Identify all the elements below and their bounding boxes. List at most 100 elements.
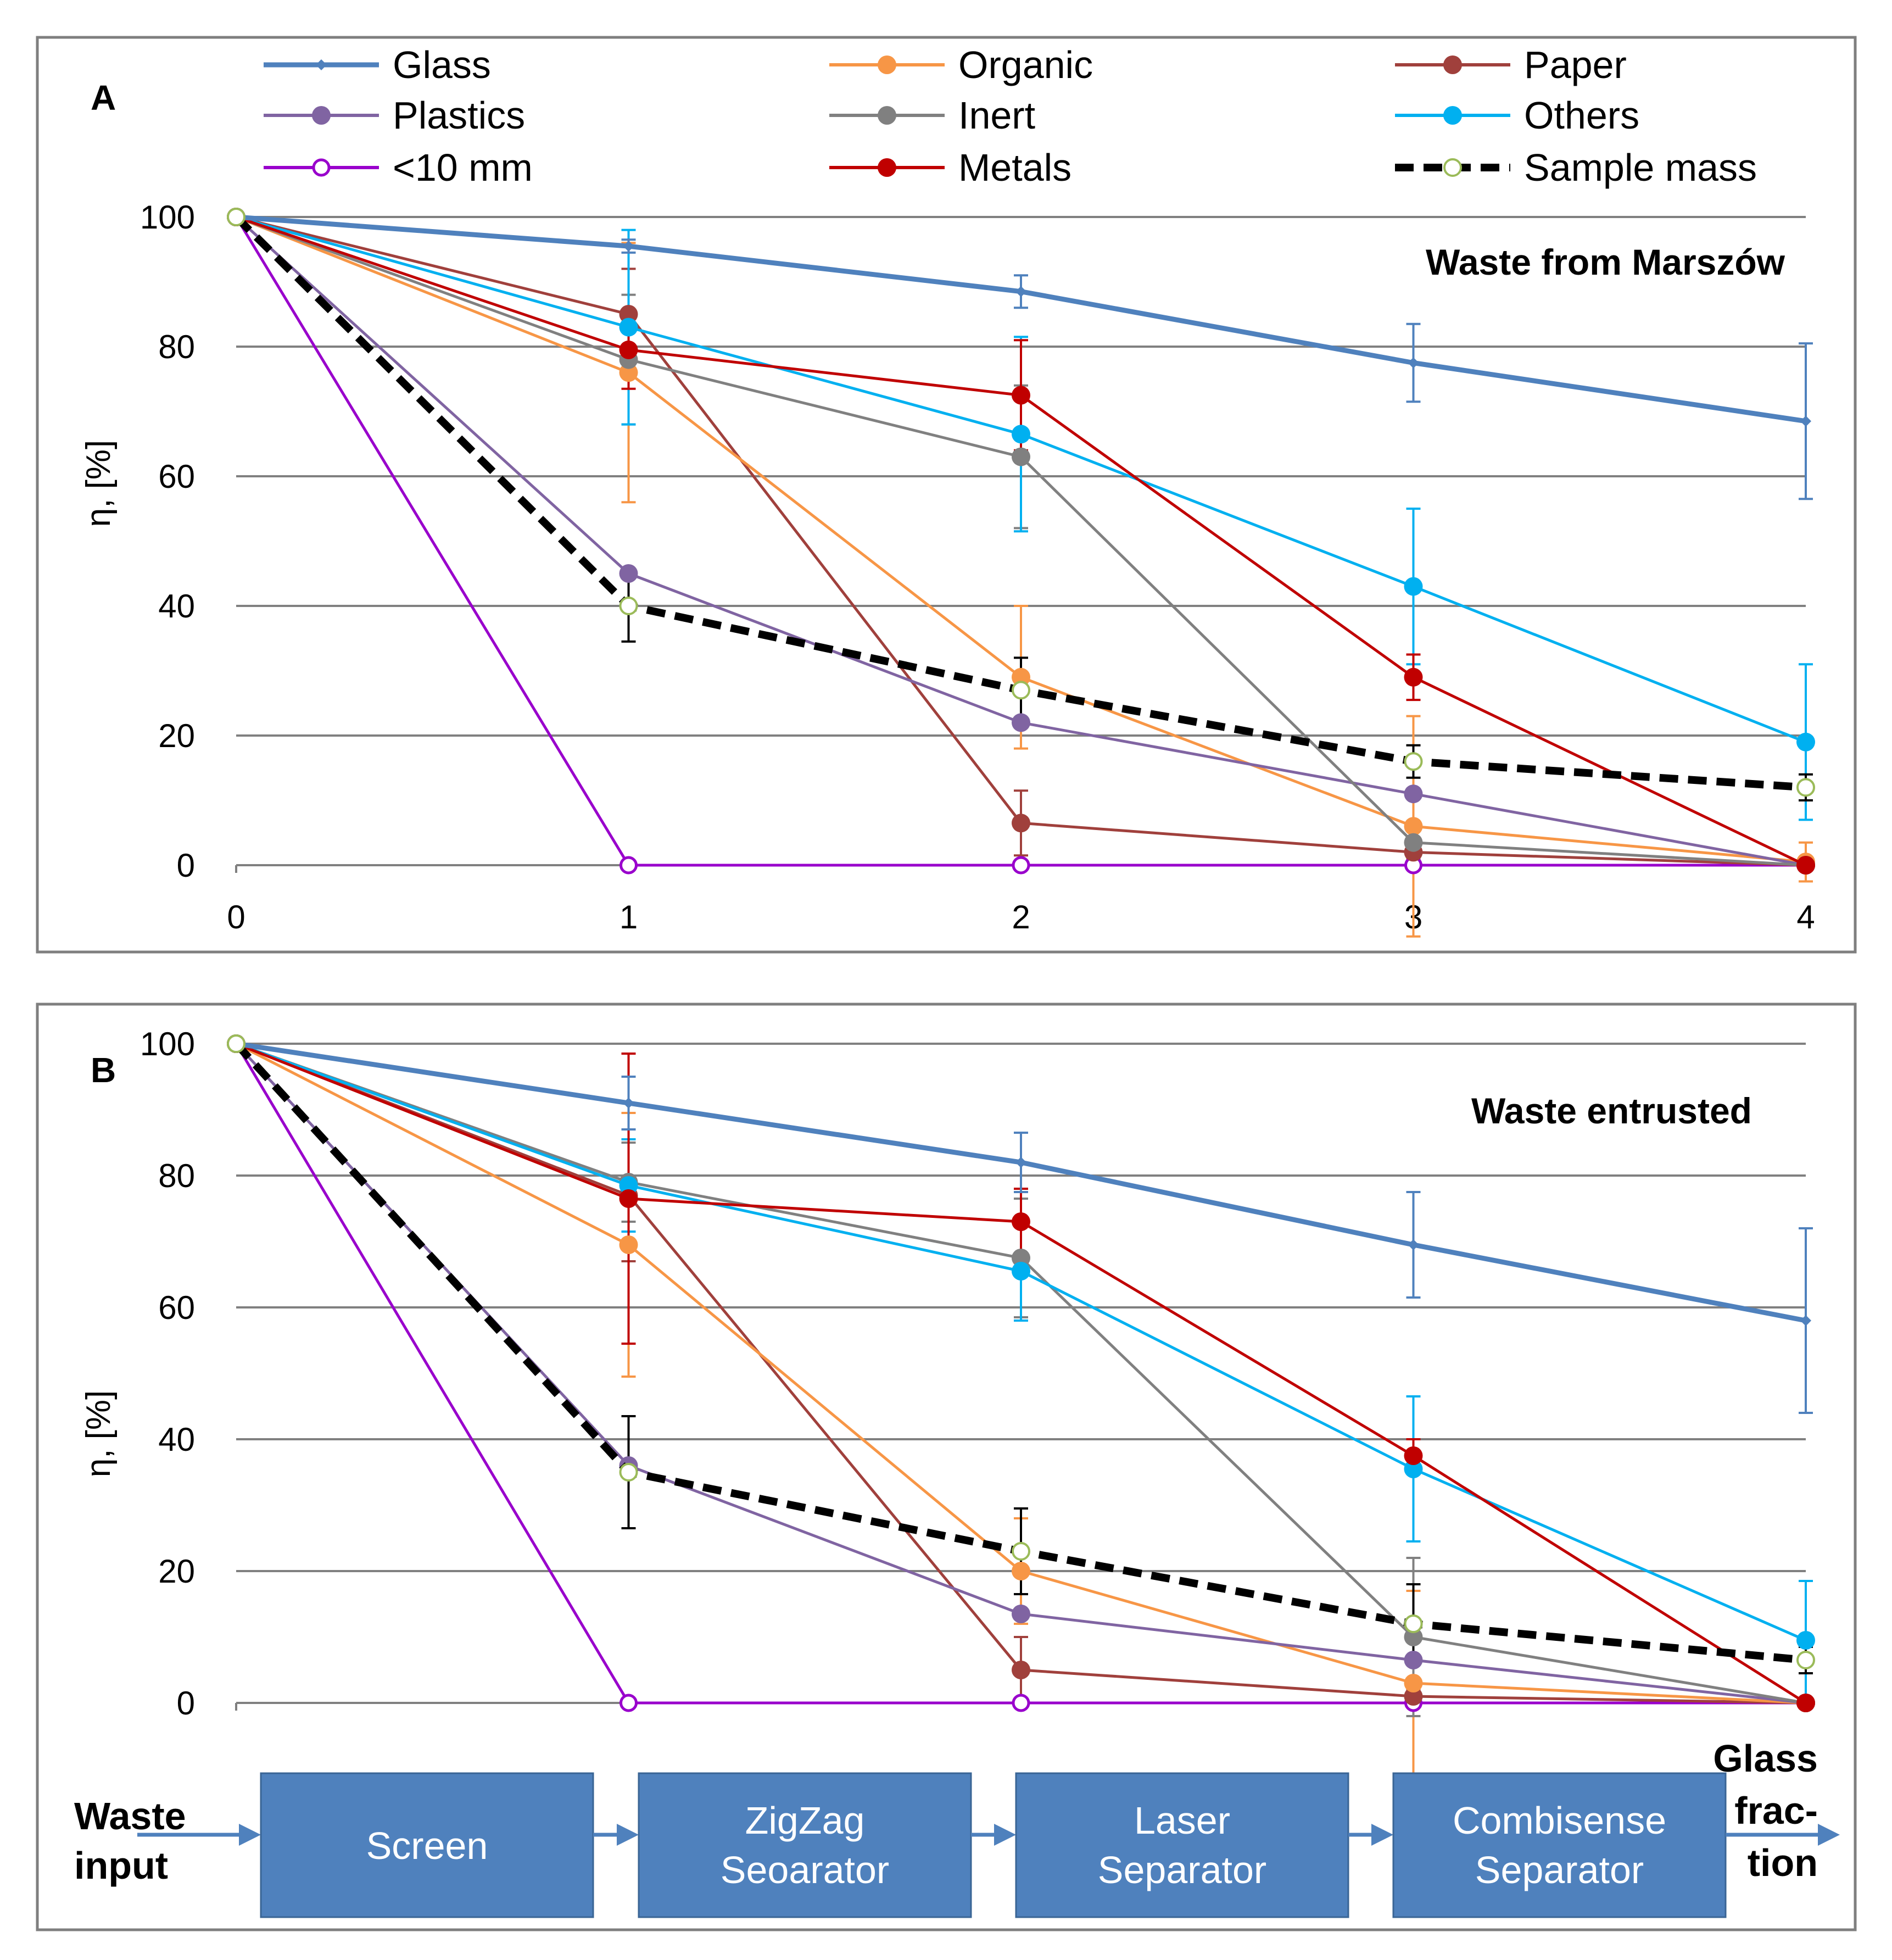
- flow-stage-label-line2: Separator: [1475, 1848, 1644, 1891]
- a-point-sample-mass: [1012, 681, 1030, 700]
- a-point-organic: [619, 363, 638, 382]
- a-x-tick-label: 4: [1796, 899, 1815, 936]
- flow-stage-label-line2: Separator: [1098, 1848, 1266, 1891]
- a-x-tick-label: 2: [1012, 899, 1030, 936]
- b-point-organic: [619, 1235, 638, 1254]
- b-point-plastics: [1404, 1651, 1423, 1669]
- flow-arrow-1: [593, 1824, 639, 1846]
- process-flow: Waste input Screen ZigZag Seoarator Laser Sepa…: [74, 1737, 1840, 1918]
- a-point-others: [1012, 425, 1030, 444]
- b-point-organic: [1404, 1674, 1423, 1692]
- flow-input-label: Waste input: [74, 1795, 186, 1887]
- a-point-paper: [619, 305, 638, 324]
- b-point-inert: [1012, 1249, 1030, 1267]
- b-point-metals: [619, 1189, 638, 1208]
- flow-output-line: frac-: [1734, 1789, 1818, 1832]
- b-y-tick-label: 0: [177, 1685, 195, 1722]
- flow-arrow-2: [971, 1824, 1016, 1846]
- b-point-metals: [1796, 1694, 1815, 1712]
- b-y-tick-label: 20: [158, 1553, 195, 1590]
- legend-item-organic: Organic: [829, 43, 1093, 86]
- legend-label-sample-mass: Sample mass: [1524, 146, 1757, 189]
- a-point-plastics: [1404, 784, 1423, 804]
- a-point-sample-mass: [227, 208, 245, 226]
- legend-item-metals: Metals: [829, 146, 1071, 189]
- flow-arrow-output: [1726, 1824, 1840, 1846]
- legend-item-under-10mm: <10 mm: [264, 146, 533, 189]
- b-point-sample-mass: [1012, 1542, 1030, 1561]
- legend-label-others: Others: [1524, 94, 1639, 137]
- legend-item-glass: Glass: [264, 43, 491, 86]
- legend-item-paper: Paper: [1395, 43, 1627, 86]
- legend: Glass Organic Paper Plastics Inert Others <10 …: [264, 43, 1757, 189]
- a-point-others: [1404, 577, 1423, 596]
- b-point-others: [619, 1176, 638, 1195]
- a-y-tick-label: 100: [140, 199, 195, 236]
- b-y-tick-label: 40: [158, 1421, 195, 1458]
- flow-stage-label-line2: Seoarator: [721, 1848, 889, 1891]
- legend-item-others: Others: [1395, 94, 1639, 137]
- flow-stage-box: [1392, 1772, 1727, 1918]
- b-point-sample-mass: [1796, 1651, 1815, 1669]
- a-y-tick-label: 0: [177, 847, 195, 884]
- flow-stage-label-line1: Laser: [1134, 1799, 1230, 1842]
- a-point-glass: [1800, 415, 1811, 427]
- flow-output-line: Glass: [1713, 1737, 1818, 1780]
- a-y-tick-label: 60: [158, 458, 195, 495]
- a-point-sample-mass: [1796, 778, 1815, 797]
- a-point-others: [1796, 732, 1815, 751]
- flow-output-line: tion: [1748, 1841, 1818, 1884]
- a-point-metals: [1796, 856, 1815, 875]
- a-point-metals: [619, 340, 638, 359]
- legend-label-glass: Glass: [393, 43, 491, 86]
- a-point-plastics: [1012, 713, 1030, 732]
- panel-b-title: Waste entrusted: [1471, 1090, 1752, 1131]
- b-point-others: [1796, 1631, 1815, 1650]
- legend-marker-metals: [878, 158, 896, 177]
- flow-arrow-input: [137, 1824, 261, 1846]
- legend-item-sample-mass: Sample mass: [1395, 146, 1757, 189]
- chart-panel-b: 0 20 40 60 80 100: [140, 1026, 1815, 1777]
- b-point-under-10mm: [619, 1694, 638, 1712]
- b-point-glass: [1800, 1315, 1811, 1326]
- flow-stage-zigzag: ZigZag Seoarator: [638, 1772, 972, 1918]
- flow-stage-label-line1: Screen: [366, 1824, 488, 1867]
- a-y-tick-label: 20: [158, 717, 195, 754]
- a-point-metals: [1012, 386, 1030, 405]
- legend-label-metals: Metals: [958, 146, 1071, 189]
- b-y-tick-label: 60: [158, 1289, 195, 1326]
- a-point-plastics: [619, 564, 638, 583]
- b-point-sample-mass: [227, 1034, 245, 1053]
- a-point-under-10mm: [1012, 856, 1030, 875]
- b-y-tick-label: 100: [140, 1026, 195, 1062]
- b-point-sample-mass: [619, 1463, 638, 1482]
- a-point-inert: [1012, 447, 1030, 466]
- b-point-paper: [1012, 1661, 1030, 1679]
- a-y-tick-label: 40: [158, 588, 195, 625]
- b-point-glass: [623, 1098, 634, 1109]
- legend-marker-inert: [878, 106, 896, 125]
- legend-marker-plastics: [312, 106, 331, 125]
- b-point-under-10mm: [1012, 1694, 1030, 1712]
- legend-label-under-10mm: <10 mm: [393, 146, 533, 189]
- legend-item-plastics: Plastics: [264, 94, 525, 137]
- a-point-others: [619, 318, 638, 337]
- legend-label-inert: Inert: [958, 94, 1035, 137]
- legend-marker-glass: [316, 59, 327, 70]
- a-point-glass: [1408, 357, 1419, 369]
- b-point-metals: [1012, 1212, 1030, 1231]
- panel-a-frame: [36, 36, 1857, 954]
- a-x-tick-label: 0: [227, 899, 245, 936]
- b-point-glass: [1015, 1157, 1026, 1168]
- a-x-tick-label: 1: [619, 899, 638, 936]
- b-point-others: [1012, 1262, 1030, 1280]
- panel-a-ylabel: η, [%]: [80, 440, 118, 527]
- b-point-glass: [1408, 1239, 1419, 1250]
- panel-b-ylabel: η, [%]: [80, 1390, 118, 1478]
- flow-input-line1: Waste: [74, 1795, 186, 1838]
- b-point-plastics: [1012, 1605, 1030, 1623]
- a-y-tick-label: 80: [158, 328, 195, 365]
- a-point-under-10mm: [619, 856, 638, 875]
